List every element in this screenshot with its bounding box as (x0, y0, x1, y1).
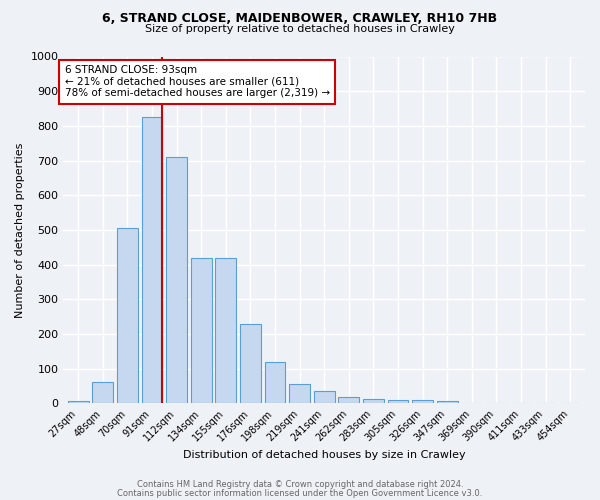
Y-axis label: Number of detached properties: Number of detached properties (15, 142, 25, 318)
Bar (68, 400, 89, 404)
Bar (142, 117, 163, 404)
Text: 6, STRAND CLOSE, MAIDENBOWER, CRAWLEY, RH10 7HB: 6, STRAND CLOSE, MAIDENBOWER, CRAWLEY, R… (103, 12, 497, 26)
Bar (240, 324, 261, 404)
Bar (117, 228, 138, 404)
Bar (166, 157, 187, 404)
Bar (191, 258, 212, 404)
X-axis label: Distribution of detached houses by size in Crawley: Distribution of detached houses by size … (183, 450, 466, 460)
Bar (412, 400, 433, 404)
Bar (92, 382, 113, 404)
Bar (215, 258, 236, 404)
Bar (289, 384, 310, 404)
Text: Contains public sector information licensed under the Open Government Licence v3: Contains public sector information licen… (118, 488, 482, 498)
Bar (265, 362, 286, 404)
Bar (363, 399, 384, 404)
Bar (314, 391, 335, 404)
Text: Size of property relative to detached houses in Crawley: Size of property relative to detached ho… (145, 24, 455, 34)
Bar (338, 397, 359, 404)
Text: Contains HM Land Registry data © Crown copyright and database right 2024.: Contains HM Land Registry data © Crown c… (137, 480, 463, 489)
Text: 6 STRAND CLOSE: 93sqm
← 21% of detached houses are smaller (611)
78% of semi-det: 6 STRAND CLOSE: 93sqm ← 21% of detached … (65, 65, 330, 98)
Bar (437, 400, 458, 404)
Bar (388, 400, 409, 404)
